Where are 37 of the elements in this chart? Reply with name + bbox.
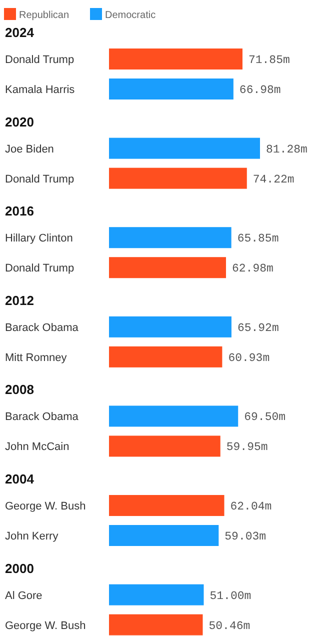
y-tick-label: Mitt Romney bbox=[5, 352, 68, 364]
y-tick-label: Donald Trump bbox=[5, 173, 74, 186]
data-label: 62.04m bbox=[230, 500, 272, 514]
data-label: 65.85m bbox=[237, 232, 279, 246]
chart-title: 2008 bbox=[5, 382, 34, 398]
y-tick-label: Hillary Clinton bbox=[5, 232, 73, 245]
y-tick-label: John McCain bbox=[5, 441, 70, 454]
y-tick-label: Donald Trump bbox=[5, 262, 74, 275]
chart-title: 2012 bbox=[5, 292, 34, 308]
y-tick-label: George W. Bush bbox=[5, 620, 86, 632]
y-tick-label: Kamala Harris bbox=[5, 84, 76, 96]
y-tick-label: John Kerry bbox=[5, 530, 59, 542]
data-label: 74.22m bbox=[252, 173, 294, 186]
data-label: 69.50m bbox=[244, 411, 286, 424]
data-label: 62.98m bbox=[232, 262, 274, 276]
chart-title: 2024 bbox=[5, 25, 35, 40]
data-label: 66.98m bbox=[239, 84, 281, 97]
y-tick-label: Barack Obama bbox=[5, 411, 80, 424]
y-tick-label: Joe Biden bbox=[5, 143, 54, 156]
data-label: 65.92m bbox=[237, 322, 279, 335]
data-label: 51.00m bbox=[210, 590, 252, 603]
data-label: 71.85m bbox=[248, 54, 290, 67]
data-label: 60.93m bbox=[228, 352, 270, 365]
data-label: 59.95m bbox=[226, 441, 268, 454]
legend-label: Republican bbox=[19, 10, 70, 21]
data-label: 81.28m bbox=[266, 143, 308, 156]
y-tick-label: Donald Trump bbox=[5, 54, 74, 66]
y-tick-label: George W. Bush bbox=[5, 500, 86, 512]
y-tick-label: Al Gore bbox=[5, 590, 42, 602]
chart-title: 2016 bbox=[5, 204, 34, 219]
legend-label: Democratic bbox=[105, 10, 156, 21]
chart-title: 2020 bbox=[5, 114, 34, 130]
chart-title: 2004 bbox=[5, 472, 35, 486]
chart-title: 2000 bbox=[5, 560, 34, 576]
data-label: 59.03m bbox=[224, 530, 266, 544]
data-label: 50.46m bbox=[208, 620, 250, 633]
y-tick-label: Barack Obama bbox=[5, 322, 80, 334]
